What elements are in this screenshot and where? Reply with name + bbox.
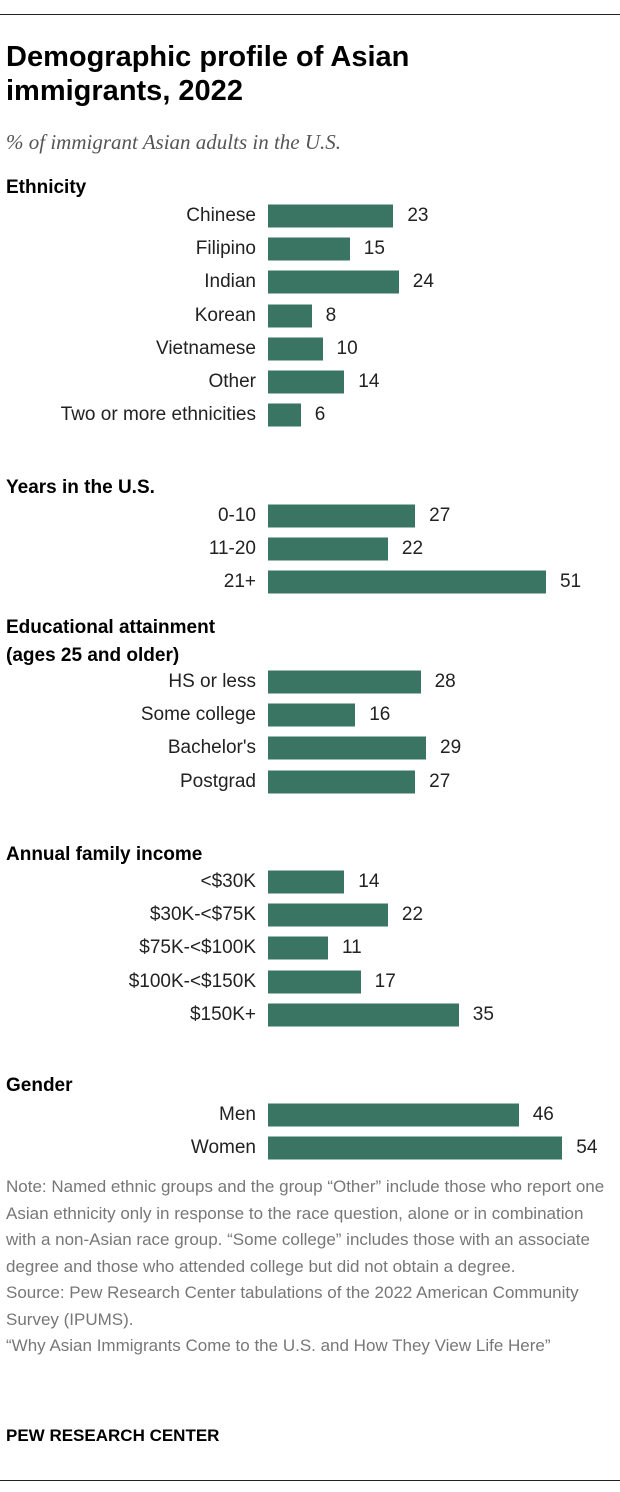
category-label: Indian: [204, 271, 256, 293]
bar: [268, 1136, 563, 1160]
section-heading: Gender: [6, 1075, 73, 1096]
data-label: 27: [429, 505, 451, 526]
category-label: Other: [208, 371, 256, 392]
category-label: $100K-<$150K: [128, 970, 256, 992]
category-label: Filipino: [195, 238, 256, 260]
data-label: 22: [401, 904, 424, 926]
category-label: Chinese: [186, 205, 256, 226]
chart-subtitle: % of immigrant Asian adults in the U.S.: [6, 130, 342, 154]
bar: [268, 970, 361, 994]
bar: [268, 370, 345, 394]
data-label: 11: [341, 937, 362, 959]
bar: [268, 304, 312, 328]
bar: [268, 270, 399, 294]
section-heading: Ethnicity: [6, 177, 87, 198]
bar: [268, 537, 388, 561]
data-label: 23: [407, 205, 429, 226]
bar: [268, 403, 301, 427]
category-label: $75K-<$100K: [139, 937, 256, 959]
data-label: 35: [472, 1003, 494, 1025]
category-label: Vietnamese: [156, 337, 256, 359]
bar: [268, 870, 345, 894]
data-label: 15: [363, 238, 385, 260]
category-label: Postgrad: [179, 770, 256, 792]
bar: [268, 504, 416, 528]
data-label: 14: [358, 871, 380, 892]
bar: [268, 670, 421, 694]
category-label: Korean: [194, 304, 256, 326]
data-label: 24: [412, 271, 434, 293]
bottom-rule: [0, 1480, 620, 1481]
category-label: Women: [190, 1137, 256, 1159]
data-label: 14: [358, 371, 380, 392]
category-label: $150K+: [189, 1003, 256, 1025]
section-heading: Years in the U.S.: [6, 477, 155, 498]
category-label: 21+: [223, 571, 256, 593]
data-label: 46: [532, 1104, 554, 1125]
note-text: Note: Named ethnic groups and the group …: [6, 1177, 605, 1276]
bar: [268, 936, 328, 960]
bar: [268, 1103, 519, 1127]
section-heading: Annual family income: [6, 844, 203, 865]
data-label: 16: [369, 704, 391, 726]
bar: [268, 204, 394, 228]
brand-logo-text: PEW RESEARCH CENTER: [6, 1426, 220, 1445]
section-heading: Educational attainment (ages 25 and olde…: [6, 617, 216, 666]
data-label: 28: [434, 671, 456, 692]
chart-title: Demographic profile of Asian immigrants,…: [6, 41, 410, 107]
bar: [268, 237, 350, 261]
top-rule: [0, 14, 620, 15]
category-label: HS or less: [168, 671, 256, 692]
data-label: 6: [314, 404, 326, 426]
data-label: 10: [336, 337, 358, 359]
category-label: Bachelor's: [167, 737, 256, 759]
report-text: “Why Asian Immigrants Come to the U.S. a…: [6, 1336, 551, 1355]
data-label: 17: [374, 970, 396, 992]
bar: [268, 337, 323, 361]
data-label: 54: [576, 1137, 598, 1159]
bar: [268, 1003, 459, 1027]
data-label: 22: [401, 538, 424, 560]
bar: [268, 903, 388, 927]
data-label: 51: [559, 571, 582, 593]
notes: Note: Named ethnic groups and the group …: [6, 1174, 606, 1360]
data-label: 29: [440, 737, 462, 759]
category-label: $30K-<$75K: [149, 904, 256, 926]
category-label: Two or more ethnicities: [60, 404, 256, 426]
data-label: 27: [429, 770, 451, 792]
bar: [268, 736, 427, 760]
data-label: 8: [325, 304, 337, 326]
category-label: 11-20: [208, 538, 256, 560]
category-label: 0-10: [217, 505, 256, 526]
bar: [268, 703, 356, 727]
source-text: Source: Pew Research Center tabulations …: [6, 1283, 579, 1329]
category-label: Some college: [140, 704, 256, 726]
category-label: Men: [219, 1104, 256, 1125]
bar: [268, 770, 416, 794]
bar: [268, 570, 546, 594]
category-label: <$30K: [200, 871, 256, 892]
